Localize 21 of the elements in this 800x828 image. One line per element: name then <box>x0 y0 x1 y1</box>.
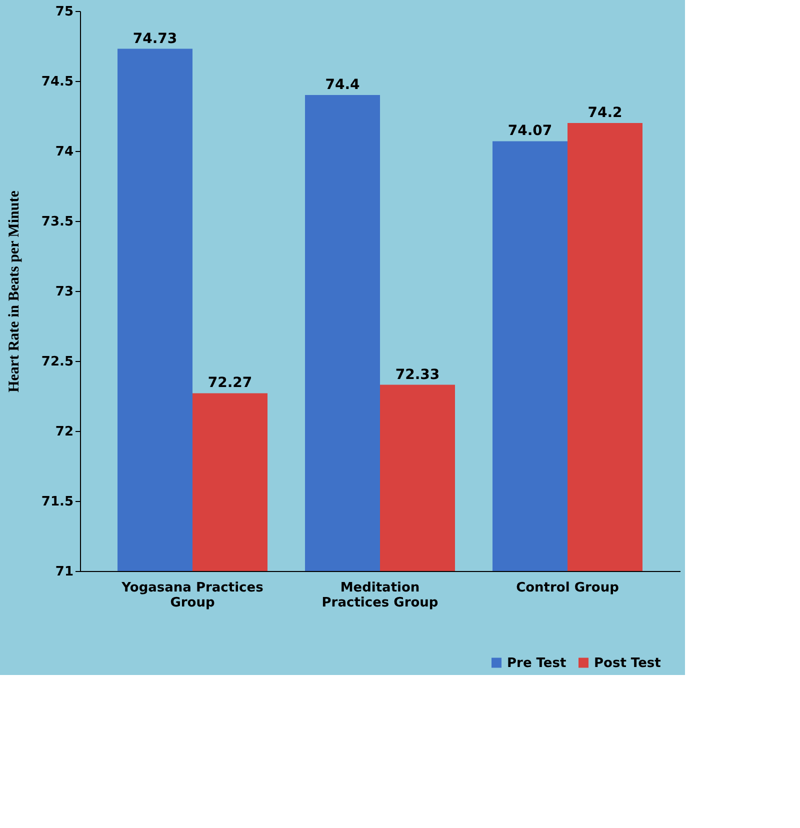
legend-label: Post Test <box>594 656 661 671</box>
data-label: 72.27 <box>208 375 252 392</box>
x-tick-label: Control Group <box>516 580 619 596</box>
x-tick-label: Yogasana Practices Group <box>120 580 264 610</box>
data-label: 74.2 <box>588 105 622 121</box>
y-tick-label: 73.5 <box>41 214 74 230</box>
y-tick-label: 72.5 <box>41 354 74 370</box>
data-label: 74.07 <box>508 123 552 140</box>
x-tick-label: Meditation Practices Group <box>322 580 438 610</box>
y-tick-label: 74 <box>55 144 74 160</box>
y-axis-title: Heart Rate in Beats per Minute <box>6 190 22 392</box>
y-tick-label: 72 <box>55 424 74 440</box>
y-tick-label: 71 <box>55 564 74 580</box>
y-tick-label: 74.5 <box>41 74 74 90</box>
y-tick-label: 75 <box>55 4 74 20</box>
legend-label: Pre Test <box>507 656 566 671</box>
data-label: 74.4 <box>325 77 360 93</box>
data-label: 74.73 <box>132 30 178 47</box>
data-label: 72.33 <box>395 366 440 383</box>
y-tick-label: 73 <box>55 284 74 300</box>
y-tick-label: 71.5 <box>41 494 74 510</box>
